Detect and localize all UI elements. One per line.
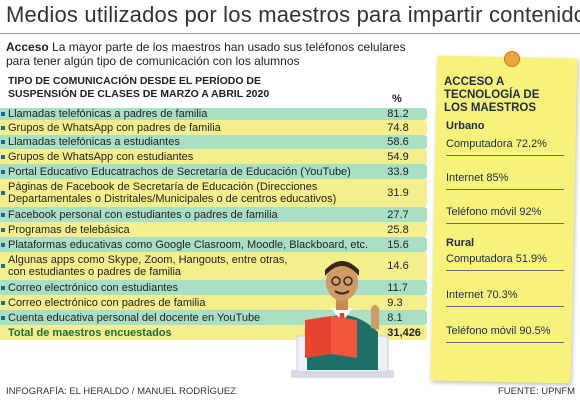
teacher-illustration xyxy=(291,261,394,378)
note-heading-line3: LOS MAESTROS xyxy=(444,102,537,114)
rural-internet: Internet 70.3% xyxy=(446,289,518,301)
row-label: Páginas de Facebook de Secretaría de Edu… xyxy=(0,181,385,205)
note-underline xyxy=(446,189,564,190)
communication-table: Llamadas telefónicas a padres de familia… xyxy=(0,108,430,340)
note-heading-line2: TECNOLOGÍA DE xyxy=(444,89,540,101)
head xyxy=(326,263,358,301)
row-label: Grupos de WhatsApp con estudiantes xyxy=(0,151,385,163)
note-underline xyxy=(446,342,564,343)
urbano-label: Urbano xyxy=(446,120,485,132)
urbano-internet: Internet 85% xyxy=(446,172,509,184)
table-row: Facebook personal con estudiantes o padr… xyxy=(0,207,427,222)
intro-text: La mayor parte de los maestros han usado… xyxy=(6,40,406,68)
row-value: 25.8 xyxy=(387,223,409,236)
page-title: Medios utilizados por los maestros para … xyxy=(6,2,580,27)
source-text: FUENTE: UPNFM xyxy=(498,386,576,397)
row-value: 31.9 xyxy=(387,187,409,199)
pin-icon xyxy=(504,51,520,67)
table-row: Llamadas telefónicas a estudiantes 58.6 xyxy=(0,135,427,149)
intro-lead: Acceso xyxy=(6,40,49,54)
row-label-line1: Algunas apps como Skype, Zoom, Hangouts,… xyxy=(8,254,288,266)
table-row: Páginas de Facebook de Secretaría de Edu… xyxy=(0,179,427,207)
table-row: Correo electrónico con padres de familia… xyxy=(0,295,427,310)
glasses-left xyxy=(331,276,341,286)
row-value: 8.1 xyxy=(387,311,403,324)
row-label: Correo electrónico con estudiantes xyxy=(0,282,385,294)
table-heading-line1: TIPO DE COMUNICACIÓN DESDE EL PERÍODO DE xyxy=(8,75,261,87)
note-heading-line1: ACCESO A xyxy=(444,76,505,88)
rural-label: Rural xyxy=(446,237,475,249)
row-value: 54.9 xyxy=(387,150,409,163)
intro-paragraph: Acceso La mayor parte de los maestros ha… xyxy=(6,40,426,68)
note-underline xyxy=(446,223,564,224)
total-label: Total de maestros encuestados xyxy=(8,326,172,339)
note-heading: ACCESO A TECNOLOGÍA DE LOS MAESTROS xyxy=(444,76,539,115)
note-underline xyxy=(446,155,564,156)
credit-text: INFOGRAFÍA: EL HERALDO / MANUEL RODRÍGUE… xyxy=(6,386,236,397)
row-value: 11.7 xyxy=(387,281,408,294)
table-heading: TIPO DE COMUNICACIÓN DESDE EL PERÍODO DE… xyxy=(8,75,278,101)
row-label: Cuenta educativa personal del docente en… xyxy=(0,312,385,324)
row-label-line1: Páginas de Facebook de Secretaría de Edu… xyxy=(8,181,318,193)
row-value: 9.3 xyxy=(387,296,403,309)
row-value: 33.9 xyxy=(387,165,409,178)
urbano-telefono: Teléfono móvil 92% xyxy=(446,206,542,218)
row-value: 74.8 xyxy=(387,121,409,134)
total-value: 31,426 xyxy=(387,326,421,339)
row-label-line2: con estudiantes o padres de familia xyxy=(8,266,182,278)
mustache xyxy=(334,290,350,295)
raised-hand xyxy=(371,305,379,330)
row-value: 58.6 xyxy=(387,136,409,148)
table-row: Grupos de WhatsApp con padres de familia… xyxy=(0,120,427,135)
neck xyxy=(336,298,348,310)
book-left xyxy=(305,316,331,358)
table-row: Grupos de WhatsApp con estudiantes 54.9 xyxy=(0,149,427,164)
note-underline xyxy=(446,306,564,307)
row-label-line2: Departamentales o Distritales/Municipale… xyxy=(8,193,337,205)
row-label: Algunas apps como Skype, Zoom, Hangouts,… xyxy=(0,254,385,278)
row-label: Portal Educativo Educatrachos de Secreta… xyxy=(0,166,385,178)
table-row: Correo electrónico con estudiantes 11.7 xyxy=(0,280,427,295)
table-row: Llamadas telefónicas a padres de familia… xyxy=(0,108,427,120)
note-underline xyxy=(446,270,564,271)
glasses-right xyxy=(343,276,353,286)
table-row: Plataformas educativas como Google Clasr… xyxy=(0,237,427,252)
row-label: Llamadas telefónicas a padres de familia xyxy=(0,108,385,120)
table-heading-line2: SUSPENSIÓN DE CLASES DE MARZO A ABRIL 20… xyxy=(8,88,270,100)
row-label: Correo electrónico con padres de familia xyxy=(0,297,385,309)
row-label: Plataformas educativas como Google Clasr… xyxy=(0,239,385,251)
row-label: Llamadas telefónicas a estudiantes xyxy=(0,136,385,148)
row-label: Programas de telebásica xyxy=(0,224,385,236)
row-value: 27.7 xyxy=(387,208,409,221)
rural-computadora: Computadora 51.9% xyxy=(446,253,547,265)
percent-column-header: % xyxy=(392,93,402,105)
row-label: Grupos de WhatsApp con padres de familia xyxy=(0,122,385,134)
rural-telefono: Teléfono móvil 90.5% xyxy=(446,325,551,337)
row-label: Facebook personal con estudiantes o padr… xyxy=(0,209,385,221)
table-row: Programas de telebásica 25.8 xyxy=(0,222,427,237)
row-value: 15.6 xyxy=(387,238,409,251)
title-divider xyxy=(0,33,580,34)
row-value: 14.6 xyxy=(387,260,409,272)
table-row: Portal Educativo Educatrachos de Secreta… xyxy=(0,164,427,179)
row-value: 81.2 xyxy=(387,108,409,120)
urbano-computadora: Computadora 72.2% xyxy=(446,138,547,150)
book-right xyxy=(331,316,357,358)
hair xyxy=(325,261,359,276)
